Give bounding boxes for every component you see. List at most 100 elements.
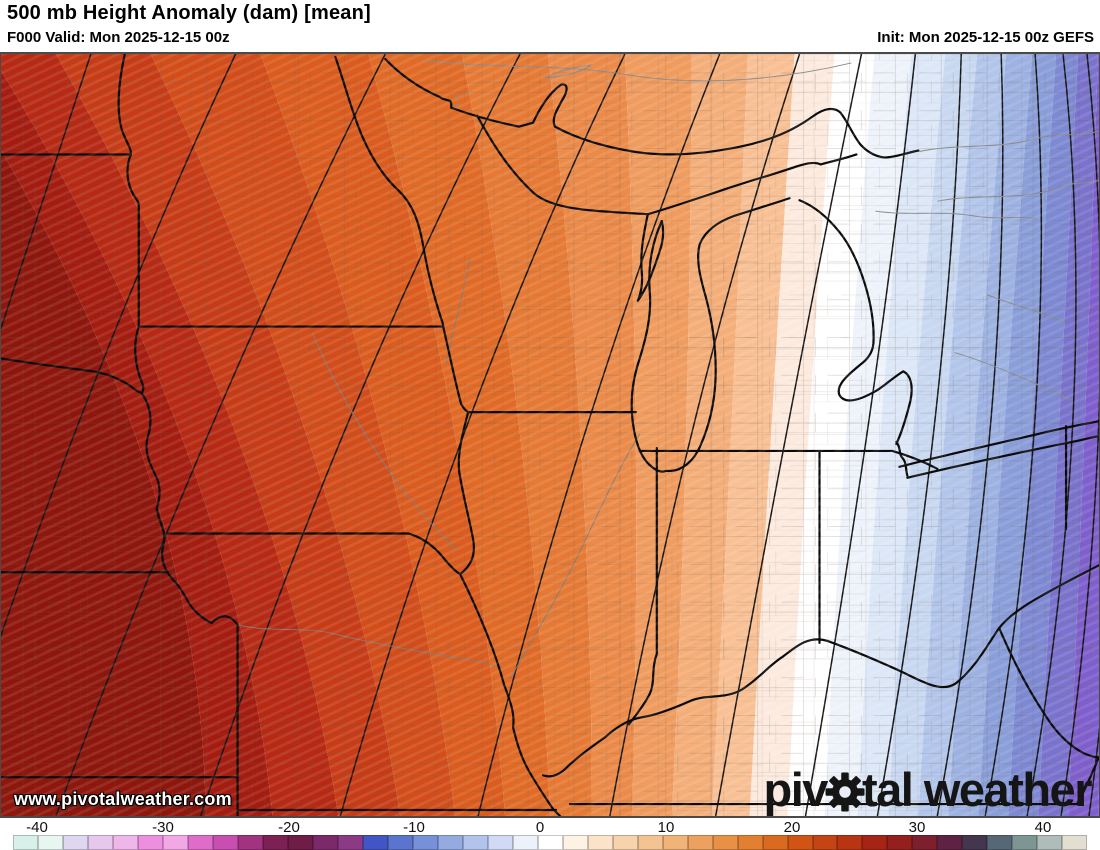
colorbar-tick-label: 20 bbox=[783, 819, 801, 836]
colorbar-swatch bbox=[562, 835, 588, 850]
logo-text-tal-weather: tal weather bbox=[861, 763, 1093, 816]
colorbar bbox=[13, 835, 1088, 850]
weather-map-canvas: www.pivotalweather.com piv tal weather bbox=[0, 52, 1100, 818]
colorbar-swatch bbox=[537, 835, 563, 850]
colorbar-swatch bbox=[312, 835, 338, 850]
michigan-mitten-lake-huron bbox=[798, 199, 913, 446]
gear-icon bbox=[825, 772, 865, 812]
border-ia-mo bbox=[165, 532, 462, 576]
border-mi-south bbox=[638, 449, 939, 470]
colorbar-tick-label: 0 bbox=[535, 819, 545, 836]
colorbar-swatch bbox=[487, 835, 513, 850]
colorbar-tick-label: -10 bbox=[403, 819, 425, 836]
border-mn-sd bbox=[126, 153, 140, 328]
colorbar-swatch bbox=[737, 835, 763, 850]
init-time-label: Init: Mon 2025-12-15 00z GEFS bbox=[877, 29, 1094, 46]
height-contour bbox=[609, 54, 801, 816]
colorbar-swatch bbox=[587, 835, 613, 850]
colorbar-swatch bbox=[912, 835, 938, 850]
colorbar-swatch bbox=[287, 835, 313, 850]
colorbar-swatch bbox=[362, 835, 388, 850]
colorbar-swatch bbox=[662, 835, 688, 850]
colorbar-swatch bbox=[1037, 835, 1063, 850]
colorbar-tick-label: -30 bbox=[152, 819, 174, 836]
anomaly-field-svg bbox=[1, 54, 1099, 816]
colorbar-swatch bbox=[462, 835, 488, 850]
colorbar-swatch bbox=[762, 835, 788, 850]
colorbar-swatch bbox=[137, 835, 163, 850]
border-ky-tn bbox=[568, 756, 1099, 806]
pivotal-weather-logo: piv tal weather bbox=[763, 763, 1093, 816]
colorbar-swatch bbox=[13, 835, 38, 850]
colorbar-swatch bbox=[962, 835, 988, 850]
height-contour bbox=[199, 54, 521, 816]
colorbar-tick-label: 40 bbox=[1034, 819, 1052, 836]
upper-peninsula-south-shore bbox=[646, 153, 858, 216]
colorbar-swatch bbox=[887, 835, 913, 850]
colorbar-swatch bbox=[987, 835, 1013, 850]
colorbar-swatch bbox=[687, 835, 713, 850]
colorbar-swatch bbox=[112, 835, 138, 850]
colorbar-swatch bbox=[812, 835, 838, 850]
border-il-in-wabash bbox=[627, 446, 658, 726]
colorbar-swatch bbox=[437, 835, 463, 850]
colorbar-swatch bbox=[1062, 835, 1088, 850]
missouri-river-border bbox=[1, 357, 239, 627]
height-contour bbox=[339, 54, 626, 816]
watermark-url: www.pivotalweather.com bbox=[14, 789, 232, 809]
colorbar-tick-label: -20 bbox=[278, 819, 300, 836]
map-header: 500 mb Height Anomaly (dam) [mean] F000 … bbox=[0, 0, 1100, 52]
rivers bbox=[237, 257, 641, 679]
green-bay bbox=[636, 213, 665, 302]
colorbar-swatch bbox=[612, 835, 638, 850]
colorbar-swatch bbox=[387, 835, 413, 850]
colorbar-swatch bbox=[787, 835, 813, 850]
logo-text-piv: piv bbox=[763, 763, 829, 816]
height-contour bbox=[984, 54, 1043, 816]
colorbar-swatch bbox=[937, 835, 963, 850]
border-ky-wv-va bbox=[998, 626, 1099, 759]
lake-superior-south-shore bbox=[384, 57, 920, 159]
detroit-st-clair bbox=[895, 440, 909, 477]
height-contour bbox=[714, 54, 863, 816]
state-borders-and-lakes bbox=[1, 54, 1099, 816]
page-title: 500 mb Height Anomaly (dam) [mean] bbox=[7, 2, 371, 24]
lake-michigan bbox=[630, 197, 791, 473]
colorbar-swatch bbox=[162, 835, 188, 850]
height-contour bbox=[55, 54, 386, 816]
border-wi-mi bbox=[476, 114, 649, 216]
lake-erie-north-shore bbox=[898, 419, 1099, 468]
height-contour bbox=[936, 54, 1004, 816]
mississippi-river bbox=[334, 55, 562, 816]
colorbar-swatch bbox=[37, 835, 63, 850]
colorbar-swatch bbox=[412, 835, 438, 850]
red-river bbox=[117, 54, 132, 156]
colorbar-tick-label: 30 bbox=[908, 819, 926, 836]
ohio-river bbox=[541, 564, 1099, 778]
colorbar-tick-label: 10 bbox=[657, 819, 675, 836]
height-contour bbox=[1026, 54, 1077, 816]
colorbar-swatch bbox=[837, 835, 863, 850]
lake-erie-south-shore bbox=[906, 434, 1099, 479]
colorbar-swatch bbox=[512, 835, 538, 850]
colorbar-swatch bbox=[712, 835, 738, 850]
colorbar-swatch bbox=[237, 835, 263, 850]
valid-time-label: F000 Valid: Mon 2025-12-15 00z bbox=[7, 29, 230, 46]
canada-coastlines bbox=[425, 59, 1099, 401]
colorbar-tick-label: -40 bbox=[26, 819, 48, 836]
colorbar-swatch bbox=[212, 835, 238, 850]
colorbar-swatch bbox=[862, 835, 888, 850]
colorbar-swatch bbox=[1012, 835, 1038, 850]
county-lines-texture-2 bbox=[1, 54, 1099, 816]
big-sioux-river bbox=[134, 325, 145, 395]
colorbar-swatch bbox=[337, 835, 363, 850]
height-contour bbox=[876, 54, 962, 816]
colorbar-axis: -40 -30 -20 -10 0 10 20 30 40 bbox=[0, 819, 1100, 836]
colorbar-swatch bbox=[87, 835, 113, 850]
colorbar-swatch bbox=[187, 835, 213, 850]
colorbar-swatch bbox=[637, 835, 663, 850]
height-contour bbox=[1060, 54, 1099, 816]
colorbar-swatch bbox=[62, 835, 88, 850]
colorbar-swatch bbox=[262, 835, 288, 850]
height-contour bbox=[1, 54, 237, 638]
